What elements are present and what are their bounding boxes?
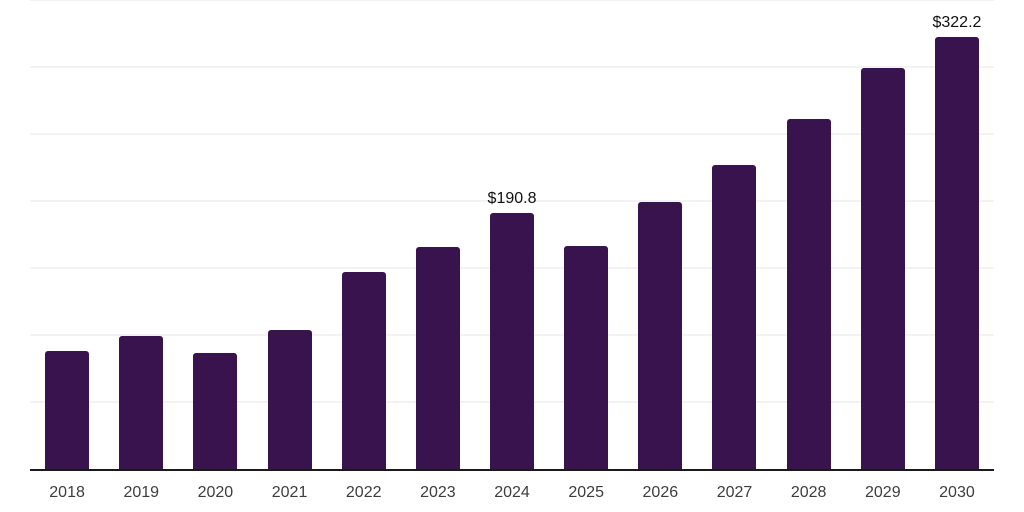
bar-2018	[45, 351, 90, 469]
x-tick-label-2027: 2027	[716, 484, 753, 501]
bar-2029	[860, 68, 905, 469]
bar-column-2027	[697, 0, 771, 469]
bar-column-2025	[549, 0, 623, 469]
bar-value-label: $322.2	[932, 14, 982, 32]
bars-row: $190.8 $322.2	[30, 0, 994, 469]
gridline	[30, 200, 994, 202]
bar-column-2023	[401, 0, 475, 469]
bar-2019	[119, 335, 164, 469]
x-tick-label-2028: 2028	[790, 484, 827, 501]
bar-column-2018	[30, 0, 104, 469]
bar-column-2028	[772, 0, 846, 469]
x-tick-label-2023: 2023	[420, 484, 456, 501]
bar-column-2029	[846, 0, 920, 469]
bar-2030	[934, 37, 979, 469]
bar-2028	[786, 119, 831, 469]
bar-value-label: $190.8	[487, 190, 537, 208]
x-tick-label-2030: 2030	[939, 484, 975, 501]
bar-column-2022	[327, 0, 401, 469]
bar-2023	[415, 247, 460, 469]
bar-2026	[638, 202, 683, 469]
bar-2021	[267, 330, 312, 469]
bar-column-2019	[104, 0, 178, 469]
x-axis-labels: 2018 2019 2020 2021 2022 2023 2024 2025 2026 2027…	[30, 471, 994, 512]
x-tick-label-2024: 2024	[494, 484, 530, 501]
plot-area: $190.8 $322.2	[30, 0, 994, 471]
chart-area: $190.8 $322.2 2018 2019 2020 2021 2022 2023 202…	[30, 0, 994, 512]
bar-column-2026	[623, 0, 697, 469]
x-tick-label-2020: 2020	[197, 484, 234, 501]
gridline	[30, 66, 994, 68]
x-tick-label-2019: 2019	[123, 484, 160, 501]
gridline	[30, 133, 994, 135]
x-tick-label-2021: 2021	[271, 484, 308, 501]
x-tick-label-2029: 2029	[865, 484, 901, 501]
bar-column-2021	[252, 0, 326, 469]
x-tick-label-2026: 2026	[642, 484, 679, 501]
bar-column-2024: $190.8	[475, 0, 549, 469]
bar-2024	[490, 213, 535, 469]
x-tick-label-2025: 2025	[568, 484, 604, 501]
bar-column-2030: $322.2	[920, 0, 994, 469]
bar-column-2020	[178, 0, 252, 469]
bar-2022	[341, 272, 386, 469]
x-tick-label-2018: 2018	[49, 484, 85, 501]
bar-2020	[193, 352, 238, 469]
gridline	[30, 0, 994, 1]
bar-2027	[712, 164, 757, 469]
bar-2025	[564, 245, 609, 469]
x-tick-label-2022: 2022	[345, 484, 382, 501]
